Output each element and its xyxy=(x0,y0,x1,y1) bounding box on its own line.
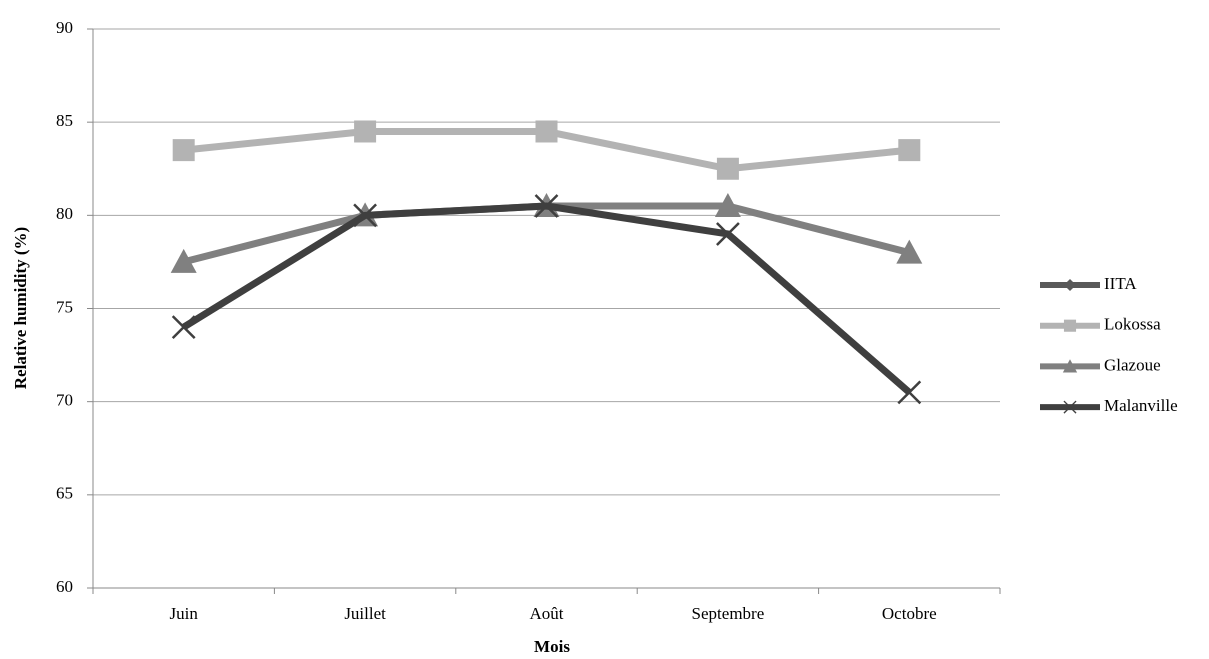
y-tick-label: 80 xyxy=(56,204,73,223)
y-tick-label: 85 xyxy=(56,111,73,130)
legend-marker xyxy=(1063,278,1077,292)
y-tick-label: 60 xyxy=(56,577,73,596)
legend-marker xyxy=(1063,319,1077,332)
x-axis-label: Mois xyxy=(534,637,570,656)
x-tick-label: Octobre xyxy=(882,604,937,623)
x-tick-label: Juillet xyxy=(344,604,386,623)
point-marker xyxy=(354,120,377,143)
point-marker xyxy=(534,194,559,218)
y-tick-label: 65 xyxy=(56,484,73,503)
point-marker xyxy=(171,315,196,340)
y-tick-label: 70 xyxy=(56,391,73,410)
point-marker xyxy=(716,222,740,246)
legend-marker xyxy=(1063,400,1077,414)
point-marker xyxy=(172,139,195,162)
legend-label: Lokossa xyxy=(1104,315,1161,334)
point-marker xyxy=(716,157,739,180)
legend-label: IITA xyxy=(1104,274,1137,293)
x-tick-label: Juin xyxy=(170,604,199,623)
point-marker xyxy=(714,193,741,218)
x-tick-label: Septembre xyxy=(692,604,765,623)
x-tick-label: Août xyxy=(530,604,564,623)
point-marker xyxy=(897,380,922,405)
point-marker xyxy=(896,239,923,264)
legend-label: Glazoue xyxy=(1104,355,1161,374)
point-marker xyxy=(353,203,377,228)
point-marker xyxy=(170,248,197,273)
y-tick-label: 75 xyxy=(56,297,73,316)
point-marker xyxy=(898,139,921,162)
legend-label: Malanville xyxy=(1104,396,1178,415)
y-axis-label: Relative humidity (%) xyxy=(11,227,30,389)
y-tick-label: 90 xyxy=(56,18,73,37)
point-marker xyxy=(535,120,558,143)
legend-marker xyxy=(1062,359,1078,373)
